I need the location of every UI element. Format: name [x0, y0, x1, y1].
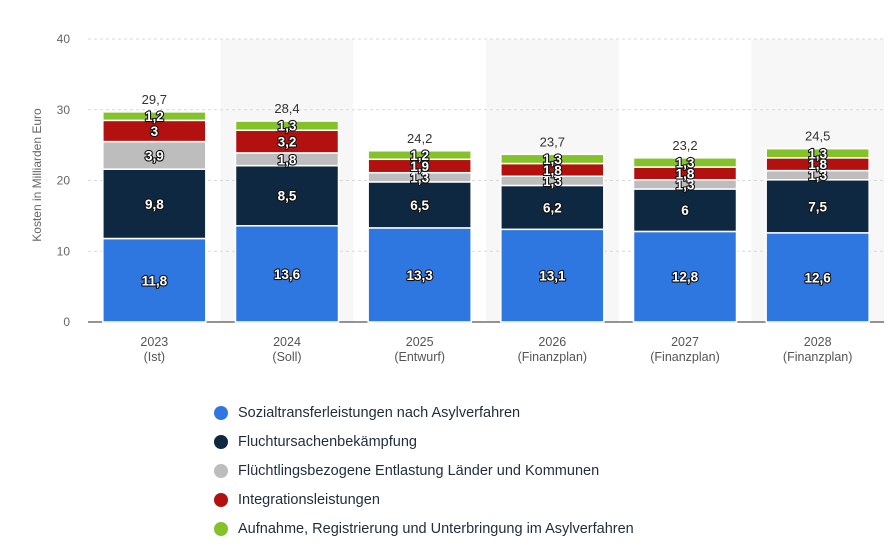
data-label: 1,3	[410, 170, 429, 185]
data-label: 1,3	[676, 177, 695, 192]
data-label: 1,8	[676, 166, 695, 181]
chart-legend: Sozialtransferleistungen nach Asylverfah…	[214, 398, 634, 543]
legend-item[interactable]: Integrationsleistungen	[214, 485, 634, 514]
x-tick-label: (Ist)	[144, 350, 166, 364]
data-label: 1,3	[676, 155, 695, 170]
data-label: 1,2	[410, 148, 429, 163]
bar-segment	[102, 111, 207, 122]
bar-segment	[234, 120, 340, 132]
x-tick-label: 2026	[538, 335, 566, 349]
x-tick-label: (Finanzplan)	[783, 350, 852, 364]
x-tick-label: 2028	[804, 335, 832, 349]
data-label: 1,3	[543, 174, 562, 189]
total-label: 28,4	[274, 101, 299, 116]
bar-segment	[234, 225, 340, 323]
x-tick-label: 2027	[671, 335, 699, 349]
legend-label: Sozialtransferleistungen nach Asylverfah…	[238, 404, 521, 421]
bar-segment	[765, 179, 870, 234]
legend-item[interactable]: Sozialtransferleistungen nach Asylverfah…	[214, 398, 634, 427]
data-label: 11,8	[142, 273, 168, 288]
y-tick-label: 20	[57, 174, 71, 188]
data-label: 7,5	[808, 199, 827, 214]
legend-item[interactable]: Aufnahme, Registrierung und Unterbringun…	[214, 514, 634, 543]
y-tick-label: 0	[63, 315, 70, 329]
data-label: 1,3	[808, 146, 827, 161]
bar-segment	[500, 153, 605, 165]
total-label: 24,5	[805, 129, 830, 144]
bar-segment	[102, 140, 207, 170]
data-label: 1,8	[808, 157, 827, 172]
legend-label: Flüchtlingsbezogene Entlastung Länder un…	[238, 462, 600, 479]
y-tick-label: 40	[57, 32, 71, 46]
legend-marker	[214, 463, 228, 478]
bar-segment	[765, 147, 870, 159]
data-label: 3,2	[278, 135, 297, 150]
bar-segment	[367, 150, 472, 161]
data-label: 13,1	[539, 269, 566, 284]
bar-segment	[102, 168, 207, 240]
data-label: 1,8	[543, 163, 562, 178]
x-tick-label: (Finanzplan)	[650, 350, 719, 364]
data-label: 1,3	[808, 168, 827, 183]
bar-segment	[632, 230, 738, 323]
data-label: 13,3	[407, 268, 434, 283]
bar-segment	[234, 164, 340, 227]
total-label: 29,7	[142, 92, 167, 107]
x-tick-label: 2025	[406, 335, 434, 349]
bar-segment	[632, 157, 738, 168]
stacked-bar-chart: 01020304011,89,83,931,229,72023(Ist)13,6…	[57, 32, 884, 364]
legend-marker	[214, 405, 228, 420]
bar-segment	[500, 228, 605, 323]
data-label: 8,5	[278, 189, 297, 204]
x-tick-label: (Entwurf)	[394, 350, 445, 364]
legend-item[interactable]: Flüchtlingsbezogene Entlastung Länder un…	[214, 456, 634, 485]
data-label: 9,8	[145, 197, 164, 212]
bar-segment	[367, 181, 472, 229]
data-label: 1,8	[278, 152, 297, 167]
data-label: 1,3	[543, 152, 562, 167]
bar-segment	[765, 232, 870, 323]
y-axis-label: Kosten in Milliarden Euro	[30, 108, 44, 242]
data-label: 3	[151, 124, 159, 139]
x-tick-label: (Finanzplan)	[518, 350, 587, 364]
data-label: 3,9	[145, 148, 164, 163]
total-label: 23,7	[540, 134, 565, 149]
legend-marker	[214, 521, 228, 536]
x-tick-label: 2023	[140, 335, 168, 349]
total-label: 24,2	[407, 131, 432, 146]
data-label: 6	[681, 203, 689, 218]
data-label: 1,3	[278, 119, 297, 134]
y-tick-label: 30	[57, 103, 71, 117]
data-label: 6,5	[410, 198, 429, 213]
data-label: 12,6	[805, 270, 832, 285]
legend-label: Integrationsleistungen	[238, 491, 380, 508]
total-label: 23,2	[672, 138, 697, 153]
legend-marker	[214, 492, 228, 507]
data-label: 1,9	[410, 159, 429, 174]
x-tick-label: (Soll)	[272, 350, 301, 364]
data-label: 1,2	[145, 109, 164, 124]
bar-segment	[500, 184, 605, 231]
y-tick-label: 10	[57, 244, 71, 258]
x-tick-label: 2024	[273, 335, 301, 349]
data-label: 12,8	[672, 270, 699, 285]
legend-item[interactable]: Fluchtursachenbekämpfung	[214, 427, 634, 456]
legend-label: Fluchtursachenbekämpfung	[238, 433, 417, 450]
legend-marker	[214, 434, 228, 449]
data-label: 13,6	[274, 267, 301, 282]
legend-label: Aufnahme, Registrierung und Unterbringun…	[238, 520, 634, 537]
data-label: 6,2	[543, 200, 562, 215]
